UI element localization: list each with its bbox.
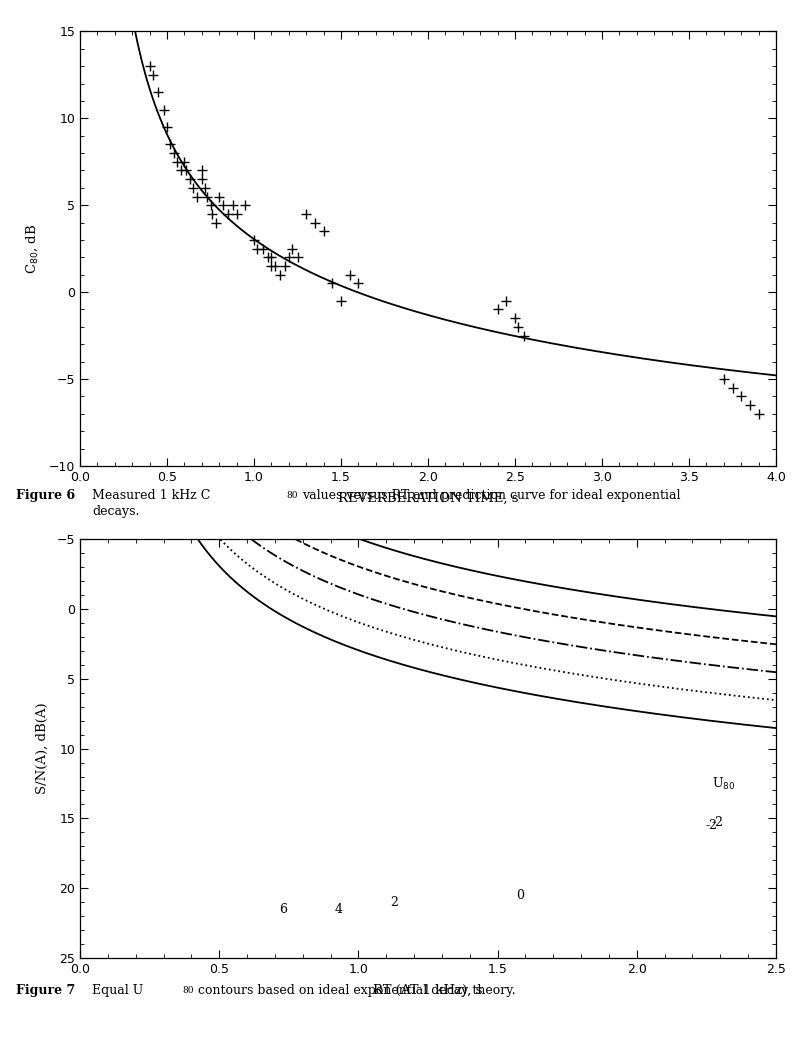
Text: Equal U: Equal U — [92, 984, 143, 997]
Point — [210, 215, 222, 231]
Text: -2: -2 — [712, 816, 724, 829]
Point — [718, 371, 730, 387]
X-axis label: RT (AT 1 kHz), s: RT (AT 1 kHz), s — [374, 984, 482, 997]
Point — [199, 179, 212, 196]
Text: Figure 7: Figure 7 — [16, 984, 75, 997]
Point — [195, 162, 208, 179]
Text: Figure 6: Figure 6 — [16, 489, 75, 502]
Point — [309, 215, 322, 231]
Text: -2: -2 — [706, 819, 718, 832]
Point — [195, 171, 208, 187]
Point — [726, 379, 739, 396]
Text: 80: 80 — [182, 986, 194, 996]
Point — [143, 58, 156, 74]
Point — [164, 136, 177, 153]
Point — [282, 249, 295, 266]
Y-axis label: S/N(A), dB(A): S/N(A), dB(A) — [35, 703, 48, 795]
Text: Measured 1 kHz C: Measured 1 kHz C — [92, 489, 210, 502]
Point — [343, 266, 356, 283]
Point — [509, 310, 522, 327]
Text: 6: 6 — [279, 903, 287, 916]
Point — [180, 162, 193, 179]
Point — [222, 205, 234, 222]
Text: 80: 80 — [286, 491, 298, 500]
Point — [743, 397, 756, 414]
X-axis label: REVERBERATION TIME, s: REVERBERATION TIME, s — [338, 492, 518, 505]
Text: 0: 0 — [516, 889, 524, 901]
Point — [204, 197, 217, 214]
Point — [206, 205, 218, 222]
Text: 4: 4 — [335, 903, 343, 916]
Point — [500, 292, 513, 309]
Point — [752, 405, 765, 422]
Point — [274, 266, 286, 283]
Text: decays.: decays. — [92, 505, 139, 517]
Y-axis label: C$_{80}$, dB: C$_{80}$, dB — [25, 223, 41, 274]
Text: contours based on ideal exponential decay theory.: contours based on ideal exponential deca… — [198, 984, 516, 997]
Point — [230, 205, 243, 222]
Point — [300, 205, 313, 222]
Point — [190, 188, 203, 205]
Point — [269, 258, 282, 274]
Point — [734, 388, 747, 405]
Text: U$_{80}$: U$_{80}$ — [712, 776, 735, 792]
Point — [334, 292, 347, 309]
Point — [265, 249, 278, 266]
Point — [512, 318, 525, 335]
Point — [174, 162, 187, 179]
Point — [216, 197, 229, 214]
Point — [256, 241, 269, 258]
Point — [279, 258, 292, 274]
Point — [291, 249, 304, 266]
Point — [518, 328, 530, 344]
Point — [326, 275, 338, 292]
Point — [201, 188, 214, 205]
Point — [186, 179, 199, 196]
Point — [161, 118, 174, 135]
Text: values versus RT and prediction curve for ideal exponential: values versus RT and prediction curve fo… — [302, 489, 681, 502]
Point — [265, 258, 278, 274]
Point — [183, 171, 196, 187]
Text: 2: 2 — [390, 895, 398, 909]
Point — [146, 67, 159, 84]
Point — [157, 102, 170, 118]
Point — [317, 223, 330, 240]
Point — [171, 154, 184, 171]
Point — [152, 84, 165, 101]
Point — [213, 188, 226, 205]
Point — [286, 241, 298, 258]
Point — [167, 144, 180, 161]
Point — [248, 231, 261, 248]
Point — [226, 197, 239, 214]
Point — [251, 241, 264, 258]
Point — [491, 302, 504, 318]
Point — [178, 154, 190, 171]
Point — [239, 197, 252, 214]
Point — [262, 249, 274, 266]
Point — [352, 275, 365, 292]
